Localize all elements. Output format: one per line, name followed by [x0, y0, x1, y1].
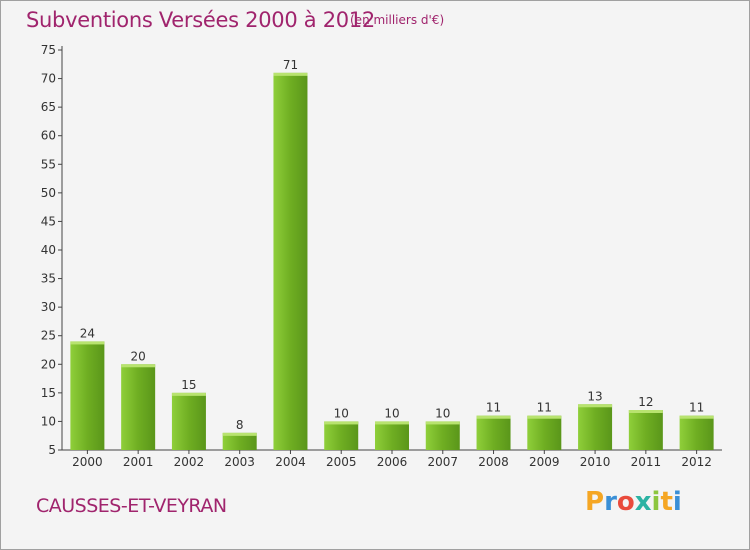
y-tick-label: 40 [41, 243, 56, 257]
y-tick-label: 35 [41, 272, 56, 286]
logo-letter: x [634, 487, 652, 517]
logo-letter: P [585, 487, 605, 517]
x-tick-label: 2004 [275, 455, 306, 469]
x-tick-label: 2001 [123, 455, 154, 469]
x-tick-label: 2000 [72, 455, 103, 469]
bar [527, 415, 562, 450]
chart-title: Subventions Versées 2000 à 2012 [26, 8, 375, 32]
bar-value-label: 71 [283, 58, 298, 72]
y-tick-label: 5 [48, 443, 56, 457]
bar-value-label: 12 [638, 395, 653, 409]
bar [121, 364, 156, 450]
x-tick-label: 2008 [478, 455, 509, 469]
bar [222, 432, 257, 450]
bar [273, 72, 308, 450]
x-tick-label: 2009 [529, 455, 560, 469]
bar-value-label: 11 [537, 401, 552, 415]
y-tick-label: 10 [41, 414, 56, 428]
bar-value-label: 11 [486, 401, 501, 415]
bar-value-label: 10 [334, 406, 349, 420]
logo-letter: t [660, 487, 673, 517]
commune-name: CAUSSES-ET-VEYRAN [36, 495, 227, 517]
bar [324, 421, 359, 450]
y-tick-label: 45 [41, 214, 56, 228]
x-tick-label: 2003 [224, 455, 255, 469]
bar-value-label: 11 [689, 401, 704, 415]
bar-highlight [476, 415, 511, 419]
y-tick-label: 25 [41, 329, 56, 343]
x-tick-label: 2005 [326, 455, 357, 469]
y-tick-label: 70 [41, 72, 56, 86]
bar-value-label: 15 [181, 378, 196, 392]
bar-highlight [121, 364, 156, 368]
y-tick-label: 75 [41, 43, 56, 57]
bar-highlight [679, 415, 714, 419]
bar [70, 341, 105, 450]
proxiti-logo: Proxiti [585, 487, 682, 517]
bar [171, 392, 206, 450]
x-tick-label: 2012 [681, 455, 712, 469]
chart-labels: 2000 24 2001 20 2002 15 2003 8 2004 71 2005 10 2006 1… [72, 58, 712, 469]
x-tick-label: 2002 [174, 455, 205, 469]
bar-highlight [171, 392, 206, 396]
logo-letter: i [672, 487, 682, 517]
logo-letter: o [616, 487, 635, 517]
x-tick-label: 2007 [427, 455, 458, 469]
chart-bars [70, 72, 714, 450]
chart-subtitle: (en milliers d'€) [350, 13, 445, 27]
bar-highlight [222, 432, 257, 436]
bar-highlight [375, 421, 409, 425]
logo-letter: r [604, 487, 617, 517]
bar [628, 410, 663, 450]
y-tick-label: 65 [41, 100, 56, 114]
x-tick-label: 2010 [580, 455, 611, 469]
bar-highlight [578, 404, 613, 408]
y-tick-label: 50 [41, 186, 56, 200]
bar-value-label: 20 [131, 349, 146, 363]
y-tick-label: 15 [41, 386, 56, 400]
x-tick-label: 2006 [377, 455, 408, 469]
bar-value-label: 13 [587, 389, 602, 403]
logo-letter: i [651, 487, 661, 517]
y-tick-label: 20 [41, 357, 56, 371]
bar [578, 404, 613, 450]
bar-value-label: 24 [80, 326, 95, 340]
bar-highlight [273, 72, 308, 76]
bar-value-label: 10 [384, 406, 399, 420]
bar-highlight [527, 415, 562, 419]
bar [375, 421, 409, 450]
bar [425, 421, 460, 450]
bar-highlight [70, 341, 105, 345]
bar-highlight [324, 421, 359, 425]
bar-highlight [425, 421, 460, 425]
y-tick-label: 60 [41, 129, 56, 143]
bar-value-label: 8 [236, 418, 244, 432]
bar-highlight [628, 410, 663, 413]
bar-value-label: 10 [435, 406, 450, 420]
y-tick-label: 55 [41, 157, 56, 171]
bar [476, 415, 511, 450]
y-tick-label: 30 [41, 300, 56, 314]
bar [679, 415, 714, 450]
x-tick-label: 2011 [631, 455, 662, 469]
